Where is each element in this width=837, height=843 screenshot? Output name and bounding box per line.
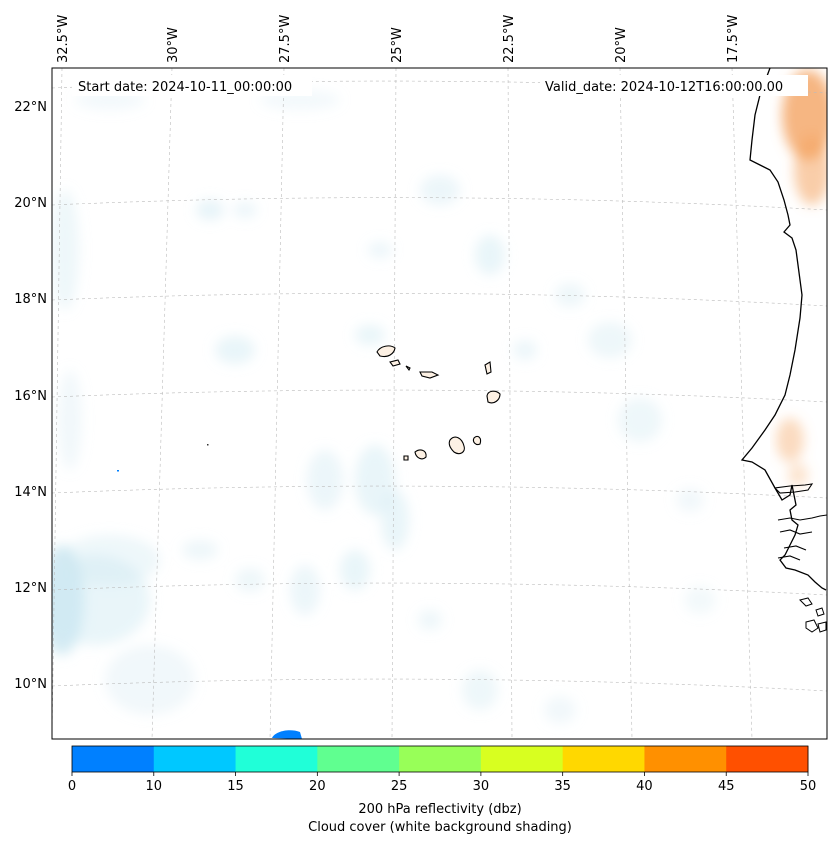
colorbar-tick-label: 15 <box>227 779 244 794</box>
valid-date-label: Valid_date: 2024-10-12T16:00:00.00 <box>545 80 783 95</box>
lat-label-18n: 18°N <box>14 292 47 307</box>
colorbar-segment <box>317 746 400 772</box>
map-content <box>52 68 827 739</box>
colorbar-segment <box>726 746 809 772</box>
colorbar: 0 10 15 20 25 30 35 40 45 50 <box>68 745 817 794</box>
valid-date-box <box>540 75 808 96</box>
colorbar-tick-label: 50 <box>800 779 817 794</box>
colorbar-segment <box>235 746 318 772</box>
lon-label-30w: 30°W <box>166 27 181 63</box>
lon-label-32-5w: 32.5°W <box>56 15 71 63</box>
cape-verde-islands <box>376 345 501 461</box>
start-date-box <box>72 75 312 96</box>
small-islet <box>207 444 209 446</box>
colorbar-tick-label: 20 <box>309 779 326 794</box>
colorbar-segment <box>72 746 155 772</box>
colorbar-tick-label: 0 <box>68 779 76 794</box>
start-date-label: Start date: 2024-10-11_00:00:00 <box>78 80 292 95</box>
guinea-bissau-coast <box>777 514 827 561</box>
bijagos-islands <box>799 597 827 633</box>
colorbar-segment <box>480 746 564 772</box>
lat-label-16n: 16°N <box>14 389 47 404</box>
lat-label-14n: 14°N <box>14 485 47 500</box>
gambia-outline <box>773 483 814 494</box>
lat-label-12n: 12°N <box>14 581 47 596</box>
colorbar-label: 200 hPa reflectivity (dbz) <box>358 802 521 817</box>
map-background <box>52 68 827 739</box>
lat-label-20n: 20°N <box>14 196 47 211</box>
lon-label-25w: 25°W <box>390 27 405 63</box>
colorbar-segment <box>153 746 237 772</box>
latitude-labels: 22°N 20°N 18°N 16°N 14°N 12°N 10°N <box>14 100 47 692</box>
colorbar-segment <box>562 746 645 772</box>
lat-label-22n: 22°N <box>14 100 47 115</box>
map-frame <box>51 67 828 740</box>
lat-label-10n: 10°N <box>14 677 47 692</box>
lon-label-22-5w: 22.5°W <box>502 15 517 63</box>
lon-label-20w: 20°W <box>614 27 629 63</box>
colorbar-segment <box>644 746 727 772</box>
colorbar-tick-label: 10 <box>146 779 163 794</box>
longitude-labels: 32.5°W 30°W 27.5°W 25°W 22.5°W 20°W 17.5… <box>56 15 741 63</box>
colorbar-sublabel: Cloud cover (white background shading) <box>308 820 572 835</box>
africa-coastline <box>740 68 827 591</box>
colorbar-segment <box>399 746 482 772</box>
colorbar-frame <box>71 745 809 773</box>
colorbar-tick-label: 45 <box>718 779 735 794</box>
reflectivity-dot <box>117 470 119 472</box>
colorbar-tick-label: 40 <box>636 779 653 794</box>
reflectivity-patch <box>272 730 302 739</box>
colorbar-tick-label: 25 <box>391 779 408 794</box>
cloud-cover-shading <box>52 90 716 724</box>
lon-label-17-5w: 17.5°W <box>726 15 741 63</box>
lon-label-27-5w: 27.5°W <box>278 15 293 63</box>
colorbar-tick-label: 35 <box>554 779 571 794</box>
colorbar-tick-label: 30 <box>473 779 490 794</box>
